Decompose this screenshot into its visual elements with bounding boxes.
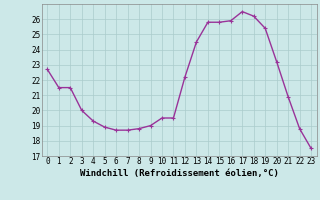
X-axis label: Windchill (Refroidissement éolien,°C): Windchill (Refroidissement éolien,°C): [80, 169, 279, 178]
